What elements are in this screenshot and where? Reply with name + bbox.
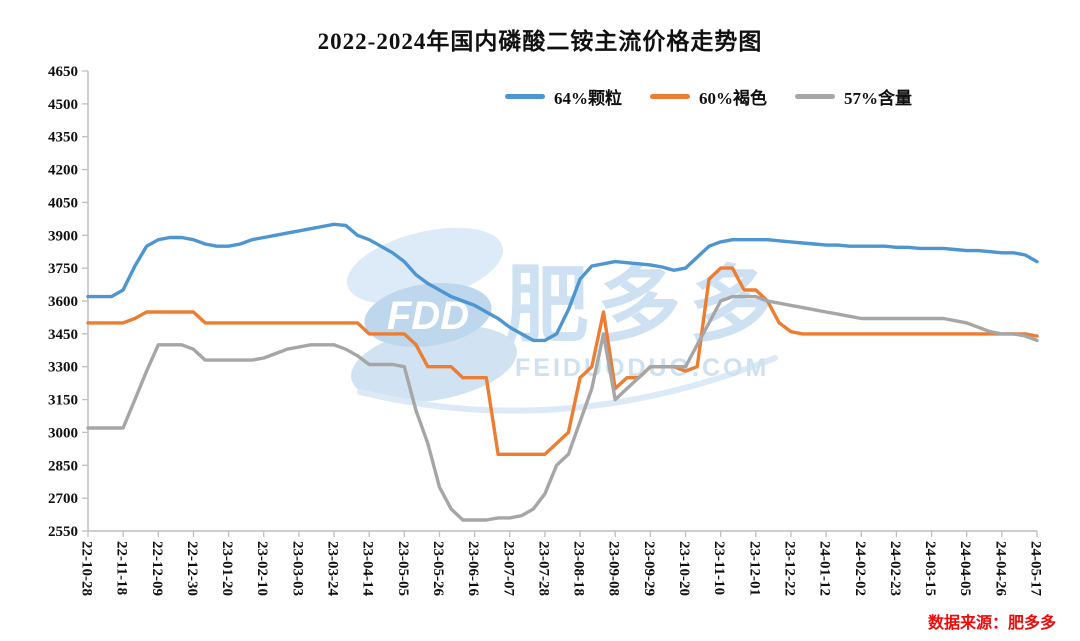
series-line-2 <box>86 294 1039 522</box>
x-axis-label: 24-01-12 <box>817 541 833 596</box>
legend-label-0: 64%颗粒 <box>554 89 622 108</box>
x-axis-label: 23-09-08 <box>606 541 622 596</box>
watermark-leaf-bottom <box>351 325 517 403</box>
y-axis-label: 4650 <box>48 64 78 80</box>
data-source: 数据来源：肥多多 <box>927 615 1056 632</box>
x-axis-label: 22-11-18 <box>114 541 130 595</box>
y-axis-label: 4350 <box>48 130 78 146</box>
legend-label-2: 57%含量 <box>844 89 912 108</box>
x-axis-label: 23-02-10 <box>254 541 270 596</box>
watermark-abbr: FDD <box>387 294 469 338</box>
x-axis-label: 23-10-20 <box>676 541 692 596</box>
x-axis-label: 22-12-09 <box>149 541 165 596</box>
x-axis-label: 24-03-15 <box>922 541 938 596</box>
y-axis-label: 3900 <box>48 228 78 244</box>
x-axis-label: 23-07-07 <box>500 541 516 596</box>
x-axis-label: 23-03-24 <box>325 541 341 596</box>
x-axis-label: 24-04-05 <box>957 541 973 596</box>
x-axis-label: 23-07-28 <box>535 541 551 596</box>
y-axis-label: 4050 <box>48 195 78 211</box>
x-axis-label: 22-10-28 <box>79 541 95 596</box>
y-axis-label: 3750 <box>48 261 78 277</box>
y-axis-label: 2550 <box>48 524 78 540</box>
x-axis-label: 23-05-26 <box>430 541 446 596</box>
x-axis-label: 23-03-03 <box>289 541 305 596</box>
series-line-0 <box>86 222 1039 343</box>
legend-label-1: 60%褐色 <box>699 89 767 108</box>
x-axis-label: 22-12-30 <box>184 541 200 596</box>
x-axis-label: 23-11-10 <box>711 541 727 595</box>
y-axis-label: 2850 <box>48 458 78 474</box>
chart-title: 2022-2024年国内磷酸二铵主流价格走势图 <box>317 29 763 54</box>
y-axis-label: 3600 <box>48 294 78 310</box>
x-axis-label: 24-02-23 <box>887 541 903 596</box>
y-axis-label: 3150 <box>48 393 78 409</box>
legend-swatch-2 <box>795 94 835 99</box>
x-axis-label: 23-01-20 <box>219 541 235 596</box>
x-axis-label: 23-12-22 <box>781 541 797 596</box>
y-axis-label: 3300 <box>48 360 78 376</box>
x-axis-label: 24-05-17 <box>1028 541 1044 596</box>
series-line-1 <box>86 266 1039 456</box>
y-axis-label: 3000 <box>48 425 78 441</box>
x-axis-label: 23-04-14 <box>360 541 376 596</box>
legend-swatch-0 <box>505 94 545 99</box>
legend-item-2: 57%含量 <box>795 84 912 109</box>
y-axis-label: 4200 <box>48 163 78 179</box>
y-axis-label: 4500 <box>48 97 78 113</box>
x-axis-label: 23-12-01 <box>746 541 762 596</box>
y-axis-label: 3450 <box>48 327 78 343</box>
y-axis-label: 2700 <box>48 491 78 507</box>
chart-layer: 2550 2700 2850 3000 3150 3300 3450 3600 3750 3900… <box>48 64 1044 596</box>
watermark-leaf-top <box>346 227 504 305</box>
x-axis-label: 23-06-16 <box>465 541 481 596</box>
legend-item-0: 64%颗粒 <box>505 84 622 109</box>
legend-swatch-1 <box>650 94 690 99</box>
x-axis-label: 24-02-02 <box>852 541 868 596</box>
x-axis-label: 24-04-26 <box>992 541 1008 596</box>
x-axis-label: 23-05-05 <box>395 541 411 596</box>
watermark-site: FEIDUODUO.COM <box>515 354 769 382</box>
x-axis-label: 23-08-18 <box>571 541 587 596</box>
legend-item-1: 60%褐色 <box>650 84 767 109</box>
legend: 64%颗粒 60%褐色 57%含量 <box>505 84 912 109</box>
x-axis-label: 23-09-29 <box>641 541 657 596</box>
